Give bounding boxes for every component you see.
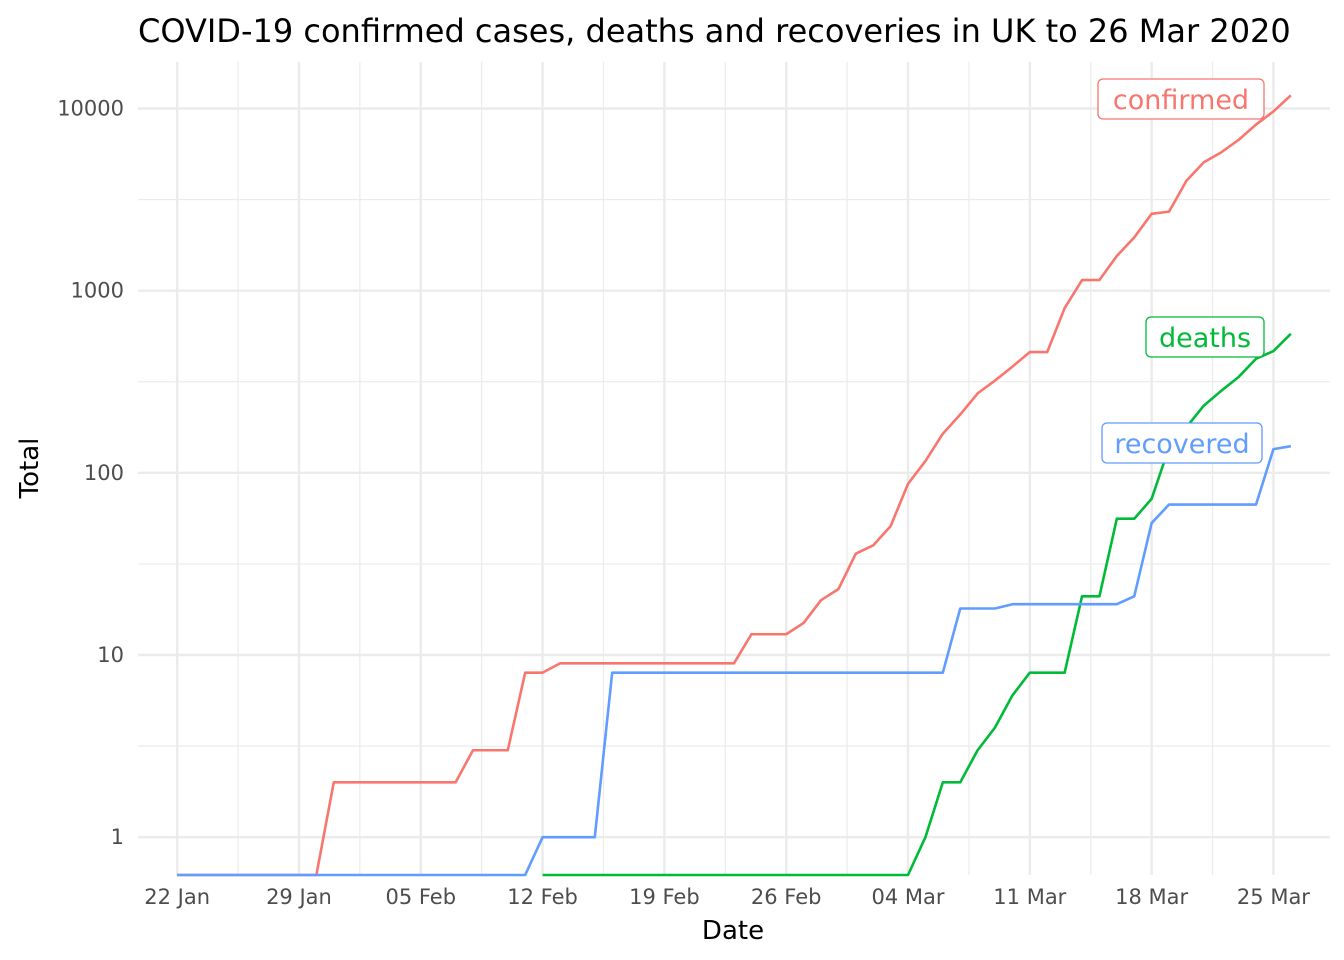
y-tick-label: 1000 [71,279,124,303]
series-label-text: deaths [1159,323,1251,354]
series-line-recovered [177,444,1292,877]
x-tick-label: 26 Feb [751,885,822,909]
series-label-box [1145,316,1265,358]
x-tick-label: 04 Mar [871,885,944,909]
y-tick-label: 10 [97,643,124,667]
x-axis-title: Date [702,916,764,946]
series-label-box [1097,78,1265,120]
x-axis-tick-labels: 22 Jan 29 Jan 05 Feb 12 Feb 19 Feb 26 Feb 04 M… [144,885,1310,909]
series-line-deaths [542,332,1292,877]
series-label-text: confirmed [1113,85,1249,116]
series-line-confirmed [177,94,1292,877]
x-tick-label: 12 Feb [507,885,578,909]
y-axis-tick-labels: 1 10 100 1000 10000 [57,97,124,850]
x-tick-label: 29 Jan [266,885,332,909]
series-label-recovered: recovered [1101,422,1263,464]
x-tick-label: 25 Mar [1237,885,1310,909]
series-label-text: recovered [1114,429,1249,460]
y-tick-label: 1 [111,825,124,849]
x-tick-label: 18 Mar [1115,885,1188,909]
series-label-confirmed: confirmed [1097,78,1265,120]
y-tick-label: 10000 [57,97,124,121]
y-axis-title: Total [15,438,45,500]
series-label-deaths: deaths [1145,316,1265,358]
y-tick-label: 100 [84,461,124,485]
x-tick-label: 05 Feb [385,885,456,909]
x-tick-label: 19 Feb [629,885,700,909]
chart-title: COVID-19 confirmed cases, deaths and rec… [138,12,1291,50]
series-labels: confirmed deaths recovered [1097,78,1265,464]
series-label-box [1101,422,1263,464]
series-lines [177,94,1292,877]
grid-lines [138,62,1330,875]
x-tick-label: 11 Mar [993,885,1066,909]
x-tick-label: 22 Jan [144,885,210,909]
